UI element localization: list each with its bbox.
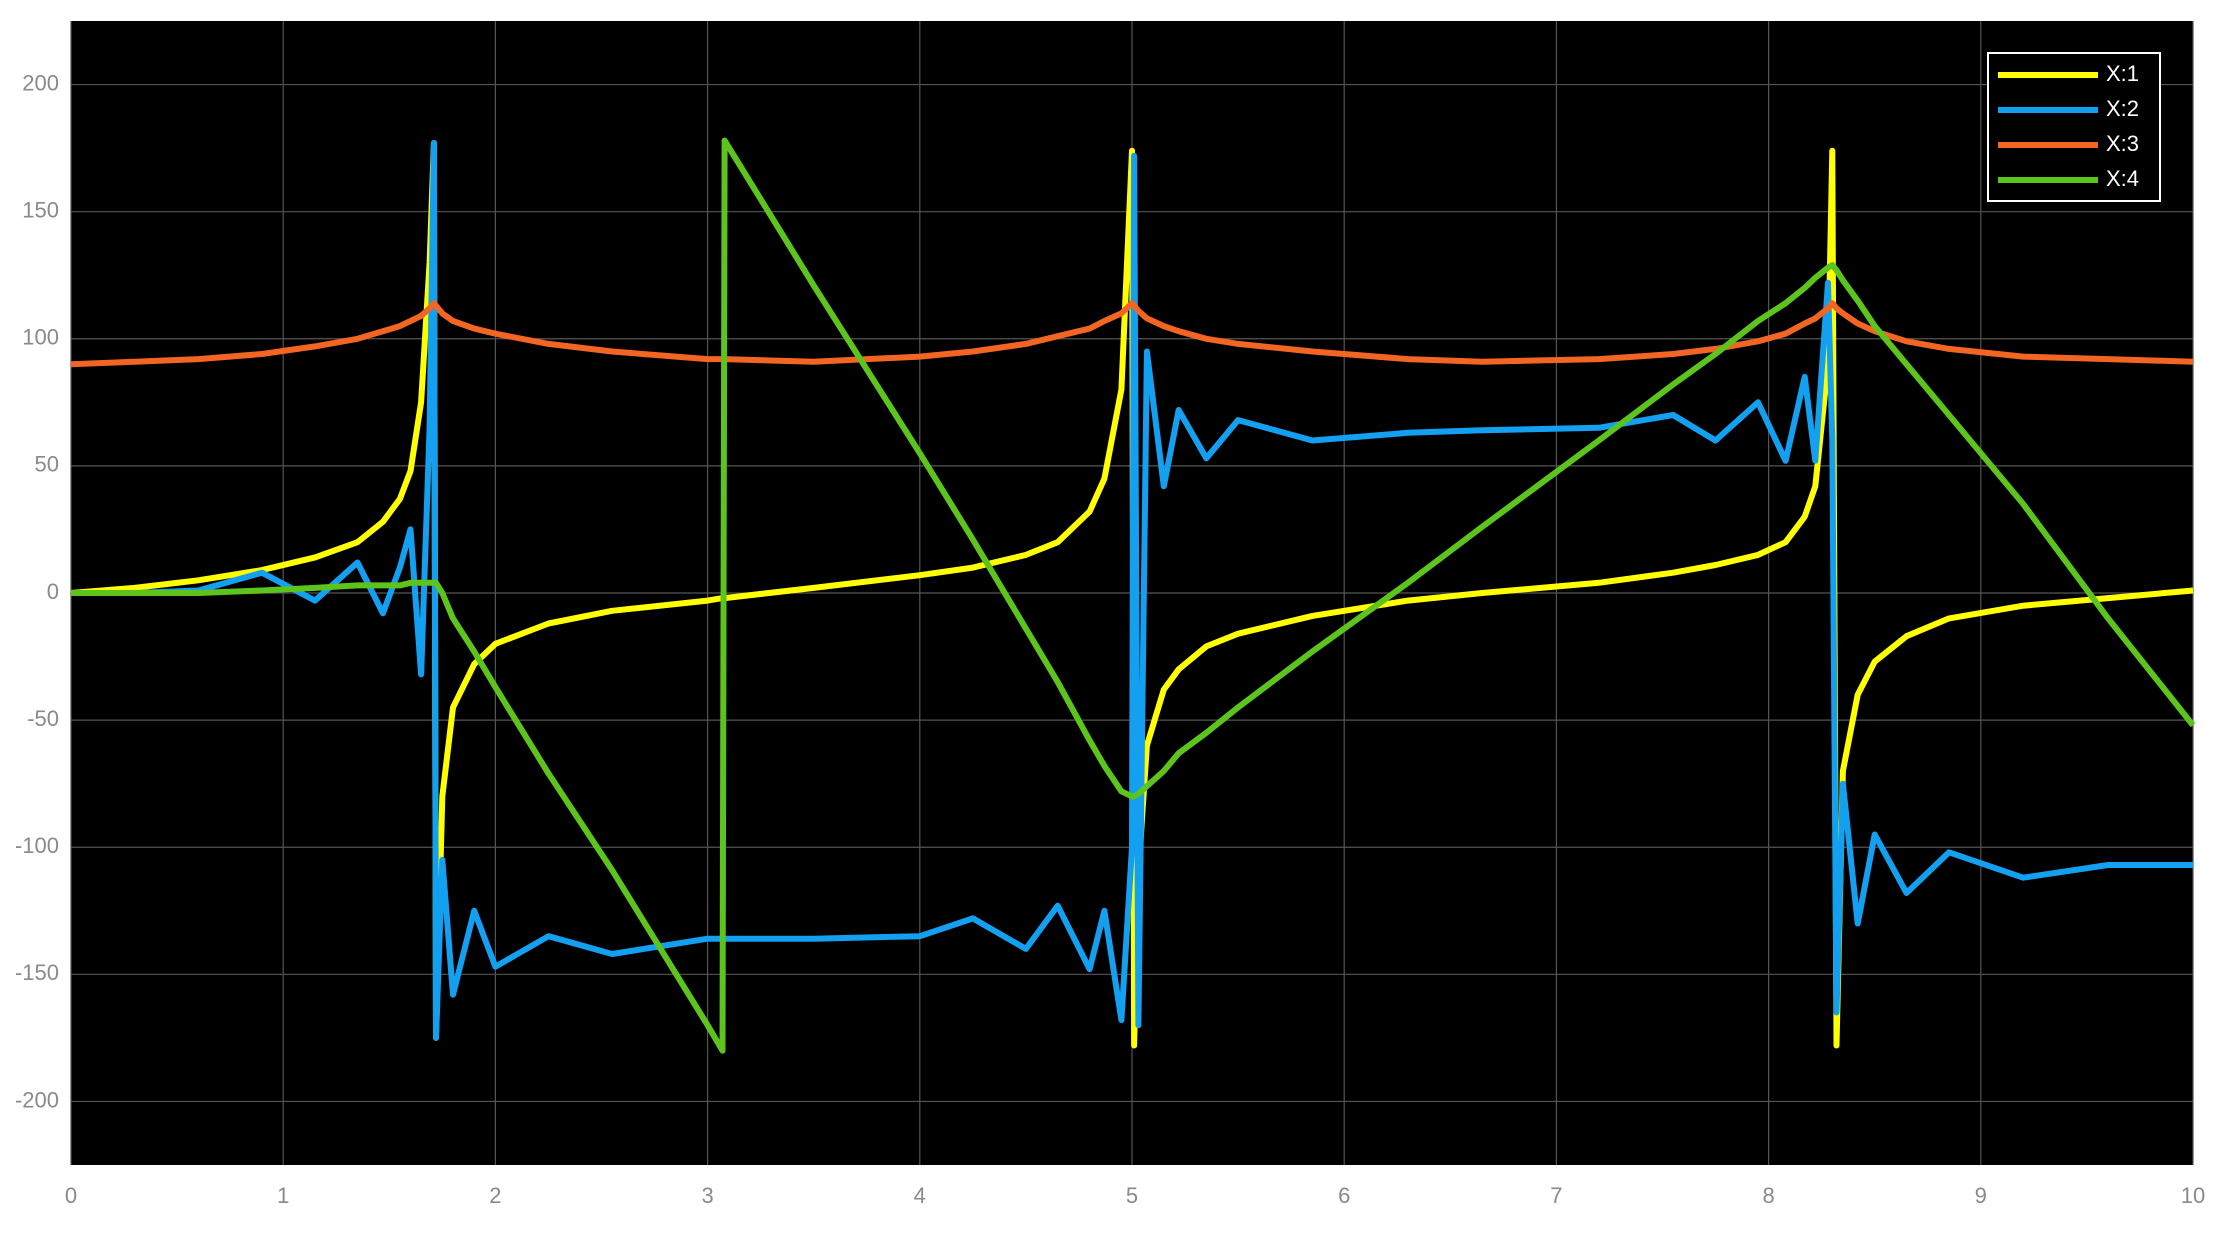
x-tick-label: 0 bbox=[65, 1183, 77, 1208]
legend-label: X:3 bbox=[2106, 131, 2139, 156]
y-tick-label: -100 bbox=[15, 833, 59, 858]
y-tick-label: 200 bbox=[22, 70, 59, 95]
y-tick-label: -150 bbox=[15, 960, 59, 985]
series-line bbox=[70, 300, 2194, 368]
x-tick-label: 8 bbox=[1762, 1183, 1774, 1208]
y-tick-label: 50 bbox=[35, 452, 59, 477]
y-tick-label: 150 bbox=[22, 197, 59, 222]
x-tick-label: 4 bbox=[914, 1183, 926, 1208]
x-tick-label: 2 bbox=[489, 1183, 501, 1208]
series-line bbox=[71, 140, 2193, 1041]
legend-label: X:1 bbox=[2106, 61, 2139, 86]
legend-label: X:4 bbox=[2106, 166, 2139, 191]
y-tick-label: -200 bbox=[15, 1087, 59, 1112]
y-tick-label: 0 bbox=[47, 579, 59, 604]
series-line bbox=[71, 137, 2196, 1054]
x-tick-label: 7 bbox=[1550, 1183, 1562, 1208]
x-tick-label: 3 bbox=[701, 1183, 713, 1208]
y-tick-label: -50 bbox=[27, 706, 59, 731]
legend-label: X:2 bbox=[2106, 96, 2139, 121]
x-tick-label: 1 bbox=[277, 1183, 289, 1208]
x-tick-label: 6 bbox=[1338, 1183, 1350, 1208]
x-tick-label: 9 bbox=[1975, 1183, 1987, 1208]
y-tick-label: 100 bbox=[22, 325, 59, 350]
x-tick-label: 5 bbox=[1126, 1183, 1138, 1208]
x-tick-label: 10 bbox=[2181, 1183, 2205, 1208]
